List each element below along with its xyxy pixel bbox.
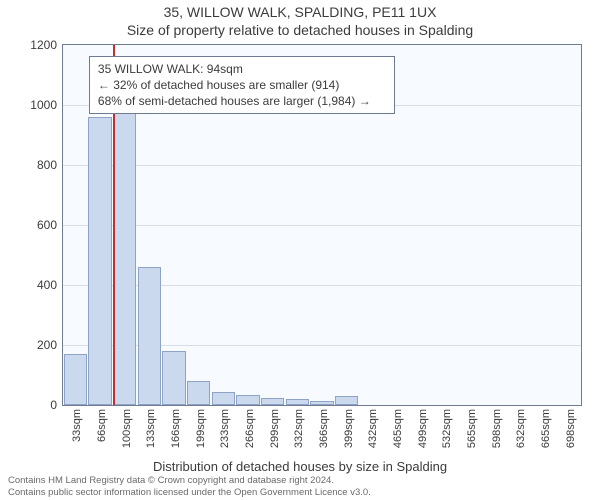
histogram-bar xyxy=(261,398,284,406)
x-tick-label: 565sqm xyxy=(466,409,478,448)
x-tick-label: 166sqm xyxy=(170,409,182,448)
histogram-bar xyxy=(236,395,259,406)
y-tick-label: 400 xyxy=(37,278,57,292)
x-tick-label: 632sqm xyxy=(515,409,527,448)
histogram-bar xyxy=(88,117,111,405)
chart-title-main: 35, WILLOW WALK, SPALDING, PE11 1UX xyxy=(0,4,600,20)
x-tick-label: 266sqm xyxy=(244,409,256,448)
x-tick-label: 299sqm xyxy=(269,409,281,448)
x-tick-label: 399sqm xyxy=(343,409,355,448)
y-tick-label: 1000 xyxy=(30,98,57,112)
x-tick-label: 499sqm xyxy=(417,409,429,448)
chart-container: 35, WILLOW WALK, SPALDING, PE11 1UX Size… xyxy=(0,0,600,500)
x-tick-label: 199sqm xyxy=(195,409,207,448)
histogram-bar xyxy=(187,381,210,405)
chart-title-sub: Size of property relative to detached ho… xyxy=(0,22,600,38)
x-tick-label: 665sqm xyxy=(540,409,552,448)
x-tick-label: 66sqm xyxy=(96,409,108,442)
footer-line-1: Contains HM Land Registry data © Crown c… xyxy=(8,475,371,486)
attribution-footer: Contains HM Land Registry data © Crown c… xyxy=(8,475,371,498)
x-axis-label: Distribution of detached houses by size … xyxy=(0,459,600,474)
info-box-line: ← 32% of detached houses are smaller (91… xyxy=(98,77,386,93)
y-tick-label: 1200 xyxy=(30,38,57,52)
x-tick-label: 432sqm xyxy=(367,409,379,448)
info-box-line: 68% of semi-detached houses are larger (… xyxy=(98,93,386,109)
histogram-bar xyxy=(138,267,161,405)
gridline xyxy=(63,165,581,166)
histogram-bar xyxy=(113,108,136,405)
x-tick-label: 133sqm xyxy=(145,409,157,448)
x-tick-label: 100sqm xyxy=(121,409,133,448)
x-tick-label: 332sqm xyxy=(293,409,305,448)
info-box: 35 WILLOW WALK: 94sqm← 32% of detached h… xyxy=(89,56,395,115)
histogram-bar xyxy=(64,354,87,405)
histogram-bar xyxy=(335,396,358,405)
y-tick-label: 800 xyxy=(37,158,57,172)
x-tick-label: 598sqm xyxy=(491,409,503,448)
histogram-bar xyxy=(162,351,185,405)
histogram-bar xyxy=(212,392,235,406)
x-tick-label: 465sqm xyxy=(392,409,404,448)
x-tick-label: 33sqm xyxy=(71,409,83,442)
gridline xyxy=(63,225,581,226)
x-tick-label: 366sqm xyxy=(318,409,330,448)
x-tick-label: 532sqm xyxy=(441,409,453,448)
histogram-bar xyxy=(286,399,309,405)
footer-line-2: Contains public sector information licen… xyxy=(8,487,371,498)
y-tick-label: 600 xyxy=(37,218,57,232)
y-tick-label: 0 xyxy=(50,398,57,412)
plot-area: 02004006008001000120033sqm66sqm100sqm133… xyxy=(62,44,582,406)
y-tick-label: 200 xyxy=(37,338,57,352)
x-tick-label: 698sqm xyxy=(565,409,577,448)
x-tick-label: 233sqm xyxy=(219,409,231,448)
info-box-line: 35 WILLOW WALK: 94sqm xyxy=(98,61,386,77)
histogram-bar xyxy=(310,401,333,406)
